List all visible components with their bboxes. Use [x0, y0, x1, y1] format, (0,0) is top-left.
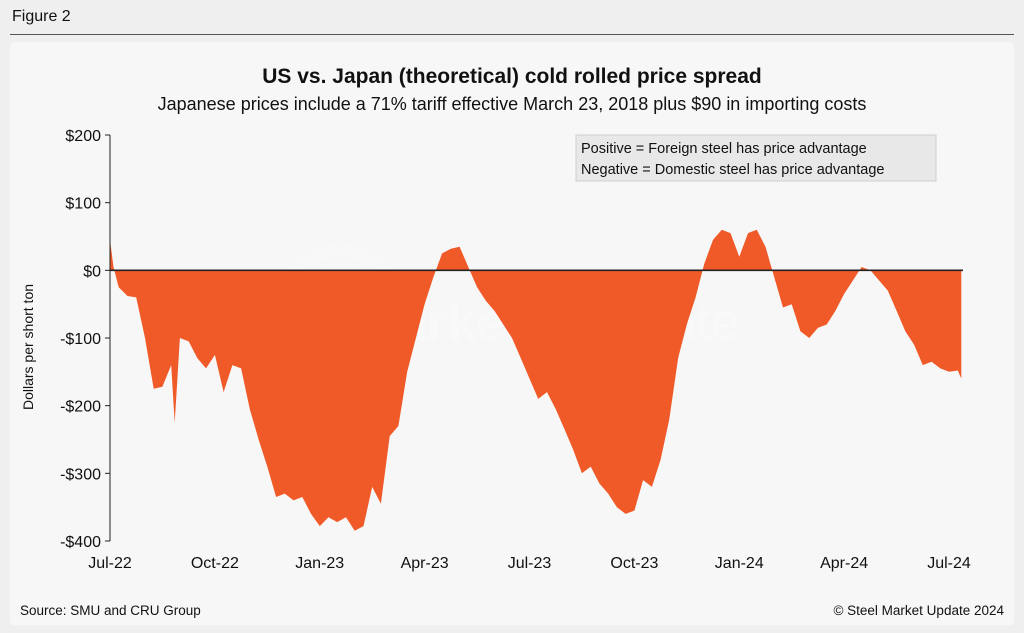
y-tick-label: -$400	[60, 534, 101, 551]
x-tick-label: Jan-23	[295, 555, 344, 572]
copyright-note: © Steel Market Update 2024	[833, 603, 1004, 618]
x-tick-label: Jul-24	[927, 555, 971, 572]
y-tick-label: $200	[65, 128, 101, 145]
source-note: Source: SMU and CRU Group	[20, 603, 201, 618]
chart-title: US vs. Japan (theoretical) cold rolled p…	[262, 65, 762, 88]
y-tick-labels: $200 $100 $0 -$100 -$200 -$300 -$400	[60, 128, 101, 551]
y-axis-label: Dollars per short ton	[20, 284, 36, 410]
x-tick-label: Apr-23	[401, 555, 449, 572]
legend-entry-positive: Positive = Foreign steel has price advan…	[581, 141, 867, 157]
x-tick-label: Oct-22	[191, 555, 239, 572]
y-tick-label: $100	[65, 196, 101, 213]
chart-panel: US vs. Japan (theoretical) cold rolled p…	[10, 42, 1014, 625]
chart: US vs. Japan (theoretical) cold rolled p…	[20, 65, 1004, 618]
figure-divider	[10, 34, 1014, 35]
x-tick-label: Jan-24	[715, 555, 764, 572]
x-tick-label: Apr-24	[820, 555, 868, 572]
legend-entry-negative: Negative = Domestic steel has price adva…	[581, 162, 884, 178]
x-tick-label: Jul-23	[508, 555, 552, 572]
y-tick-label: -$300	[60, 466, 101, 483]
x-tick-label: Jul-22	[88, 555, 132, 572]
spread-area	[110, 229, 962, 531]
x-tick-labels: Jul-22 Oct-22 Jan-23 Apr-23 Jul-23 Oct-23 Jan-…	[88, 555, 971, 572]
y-tick-label: $0	[83, 263, 101, 280]
legend-box	[575, 134, 937, 182]
chart-subtitle: Japanese prices include a 71% tariff eff…	[158, 94, 867, 114]
figure-label: Figure 2	[12, 8, 71, 25]
x-tick-label: Oct-23	[610, 555, 658, 572]
y-ticks	[105, 134, 110, 542]
y-tick-label: -$100	[60, 331, 101, 348]
legend: Positive = Foreign steel has price advan…	[575, 134, 937, 182]
y-tick-label: -$200	[60, 399, 101, 416]
